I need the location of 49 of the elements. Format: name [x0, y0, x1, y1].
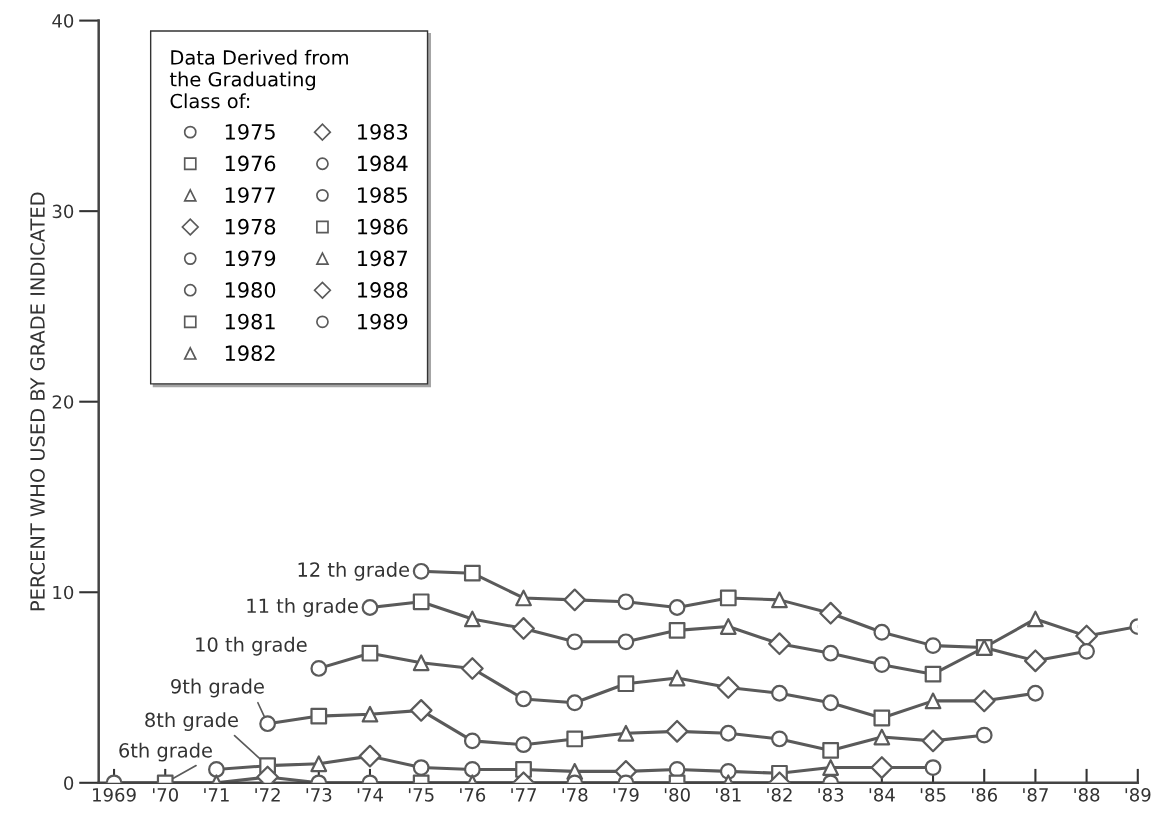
- x-tick-label: '75: [408, 788, 434, 802]
- y-tick-label: 40: [52, 14, 74, 28]
- legend-label: 1988: [358, 282, 408, 298]
- x-tick-label: '76: [460, 787, 486, 802]
- x-tick-label: '86: [971, 787, 998, 802]
- legend-label: 1979: [225, 250, 276, 267]
- y-tick-label: 30: [52, 204, 74, 219]
- legend-label: 1982: [225, 345, 275, 362]
- legend-label: 1976: [225, 155, 276, 172]
- legend-label: 1980: [225, 282, 276, 298]
- y-axis-title: PERCENT WHO USED BY GRADE INDICATED: [30, 192, 45, 611]
- x-tick-label: '74: [357, 788, 383, 802]
- y-tick-label: 20: [52, 395, 74, 409]
- x-tick-label: '70: [153, 787, 178, 802]
- x-tick-label: '73: [306, 787, 332, 802]
- legend-label: 1978: [225, 218, 276, 235]
- y-tick-label: 10: [53, 585, 74, 600]
- x-tick-label: '72: [255, 787, 280, 802]
- x-tick-label: '85: [920, 787, 946, 802]
- series-label: 11 th grade: [247, 598, 358, 617]
- legend-label: 1983: [358, 123, 408, 140]
- legend-label: 1977: [225, 187, 275, 203]
- legend-label: 1987: [358, 250, 408, 267]
- x-tick-label: '82: [767, 787, 792, 802]
- legend-label: 1986: [358, 218, 408, 235]
- legend-label: 1985: [358, 187, 407, 203]
- legend-title: Data Derived from the Graduating Class of:: [169, 49, 348, 109]
- series-label: 10 th grade: [196, 636, 307, 656]
- legend-label: 1975: [225, 123, 275, 140]
- x-tick-label: '81: [716, 787, 741, 802]
- x-tick-label: '71: [204, 788, 229, 802]
- x-tick-label: '83: [818, 787, 844, 802]
- x-tick-label: '84: [869, 787, 895, 802]
- x-tick-label: '89: [1125, 787, 1151, 802]
- legend-label: 1981: [225, 313, 275, 330]
- x-tick-label: 1969: [93, 787, 136, 802]
- series-label: 8th grade: [145, 712, 238, 731]
- x-tick-label: '87: [1023, 787, 1048, 802]
- legend-label: 1989: [358, 313, 408, 330]
- series-label: 9th grade: [171, 678, 264, 698]
- x-tick-label: '88: [1074, 787, 1100, 802]
- legend-label: 1984: [358, 155, 408, 172]
- x-tick-label: '78: [562, 787, 588, 802]
- x-tick-label: '79: [613, 787, 639, 802]
- x-tick-label: '80: [664, 787, 690, 802]
- series-label: 6th grade: [119, 742, 212, 762]
- y-tick-label: 0: [64, 776, 74, 790]
- x-tick-label: '77: [511, 788, 536, 802]
- series-label: 12 th grade: [298, 561, 410, 581]
